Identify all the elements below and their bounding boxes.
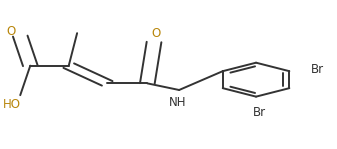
Text: HO: HO xyxy=(3,98,21,111)
Text: NH: NH xyxy=(169,96,186,109)
Text: O: O xyxy=(151,27,160,40)
Text: O: O xyxy=(6,25,16,38)
Text: Br: Br xyxy=(253,106,266,119)
Text: Br: Br xyxy=(311,63,324,76)
